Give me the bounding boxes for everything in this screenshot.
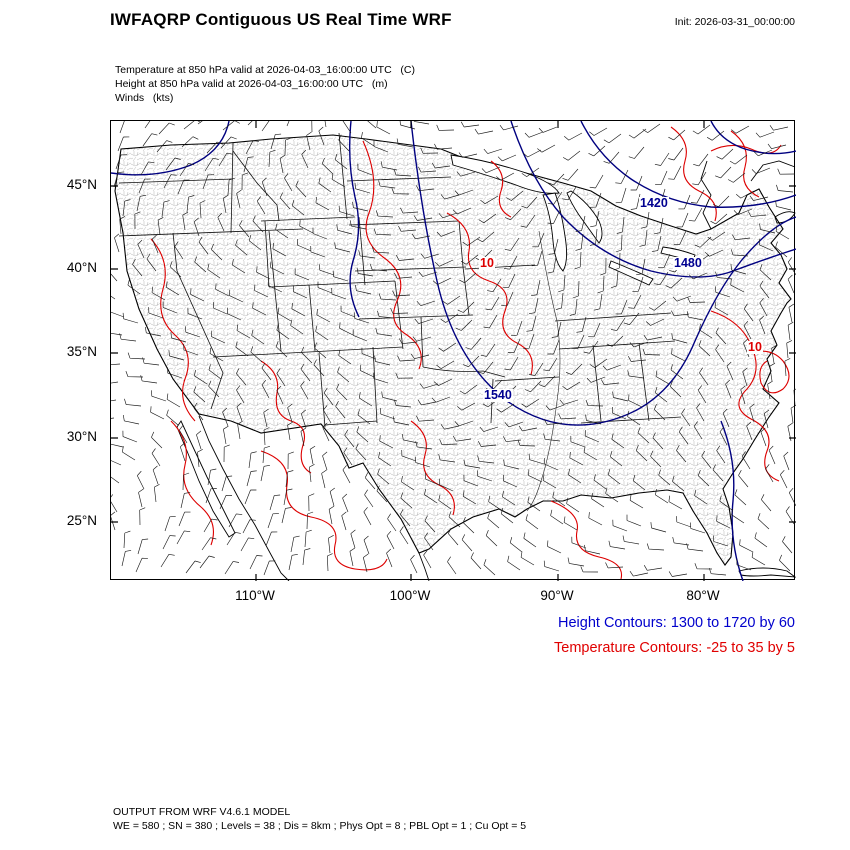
field-info-winds: Winds (kts)	[115, 92, 174, 104]
lat-tick-label: 25°N	[66, 513, 97, 528]
lon-tick-label: 110°W	[235, 588, 275, 603]
height-contours	[111, 121, 796, 581]
field-info-height: Height at 850 hPa valid at 2026-04-03_16…	[115, 78, 388, 90]
contour-label: 1420	[639, 196, 669, 210]
contour-label: 10	[479, 256, 495, 270]
contour-label: 1540	[483, 388, 513, 402]
model-footer: OUTPUT FROM WRF V4.6.1 MODEL WE = 580 ; …	[113, 806, 526, 833]
field-info: Temperature at 850 hPa valid at 2026-04-…	[115, 63, 415, 105]
legend-temperature-contours: Temperature Contours: -25 to 35 by 5	[554, 640, 795, 656]
lon-tick-label: 90°W	[540, 588, 574, 603]
footer-model-line: OUTPUT FROM WRF V4.6.1 MODEL	[113, 806, 291, 818]
weather-map-canvas	[111, 121, 796, 581]
lat-tick-label: 45°N	[66, 177, 97, 192]
mexico-canada-coastlines	[176, 160, 796, 581]
contour-label: 1480	[673, 256, 703, 270]
page-title: IWFAQRP Contiguous US Real Time WRF	[110, 10, 452, 29]
init-timestamp: Init: 2026-03-31_00:00:00	[674, 16, 795, 28]
lon-tick-label: 100°W	[389, 588, 431, 603]
lat-tick-label: 30°N	[66, 429, 97, 444]
state-boundaries	[118, 132, 682, 428]
wind-barbs-layer	[111, 121, 796, 577]
field-info-temperature: Temperature at 850 hPa valid at 2026-04-…	[115, 64, 416, 76]
legend-height-contours: Height Contours: 1300 to 1720 by 60	[558, 615, 795, 631]
contour-label: 10	[747, 340, 763, 354]
footer-params-line: WE = 580 ; SN = 380 ; Levels = 38 ; Dis …	[113, 819, 527, 832]
temperature-contours	[150, 126, 790, 580]
county-texture	[115, 135, 791, 565]
us-outline	[114, 134, 792, 566]
lat-tick-label: 35°N	[66, 344, 97, 359]
lat-tick-label: 40°N	[66, 260, 97, 275]
lon-tick-label: 80°W	[686, 588, 720, 603]
axis-tick-marks	[111, 121, 796, 581]
weather-map-frame: 1420 1480 1540 10 10	[110, 120, 796, 581]
mississippi-river	[526, 230, 561, 512]
